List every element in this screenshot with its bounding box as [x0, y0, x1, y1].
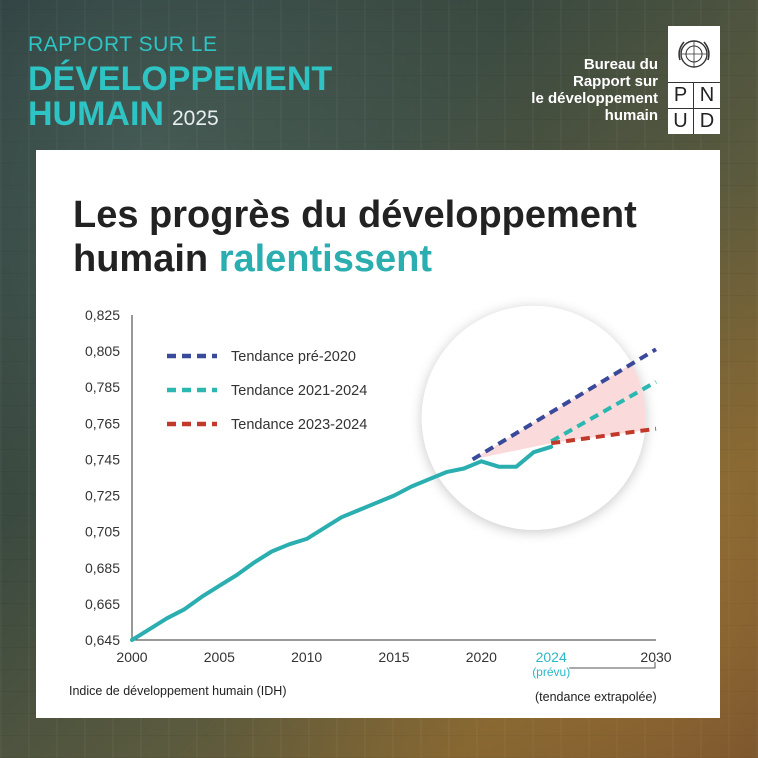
legend-2023-2024-label: Tendance 2023-2024: [231, 417, 367, 433]
y-tick-label: 0,705: [85, 524, 120, 540]
chart-card: Les progrès du développement humain rale…: [36, 150, 720, 718]
legend-pre-2020-label: Tendance pré-2020: [231, 349, 356, 365]
y-tick-label: 0,785: [85, 379, 120, 395]
hdi-series-line: [130, 444, 554, 642]
trend-2023-2024-line: [550, 426, 657, 446]
pnud-logo: P N U D: [668, 26, 720, 134]
office-line3: le développement: [531, 90, 658, 107]
report-title-humain: HUMAIN: [28, 95, 164, 133]
un-emblem-icon: [668, 26, 720, 82]
extrapolated-note: (tendance extrapolée): [535, 690, 657, 704]
y-tick-label: 0,645: [85, 632, 120, 648]
hdi-line-chart: 0,825 0,805 0,785 0,765 0,745 0,725 0,705 0,685…: [85, 305, 672, 679]
chart-title-main: Les progrès du développement humain: [73, 194, 637, 280]
forecast-sublabel: (prévu): [532, 665, 570, 679]
report-branding: RAPPORT SUR LE DÉVELOPPEMENT HUMAIN 2025: [28, 34, 332, 137]
divergence-fan: [472, 349, 646, 460]
chart-title-highlight: ralentissent: [218, 238, 432, 280]
trend-2021-2024-line: [550, 380, 657, 444]
legend-2021-2024-label: Tendance 2021-2024: [231, 383, 367, 399]
office-line4: humain: [604, 107, 658, 124]
logo-letter-u: U: [668, 108, 694, 134]
y-tick-label: 0,825: [85, 307, 120, 323]
trend-pre-2020-line: [471, 347, 658, 462]
report-year: 2025: [171, 107, 219, 130]
report-title-line2: DÉVELOPPEMENT: [28, 60, 333, 98]
y-tick-label: 0,745: [85, 451, 120, 467]
x-tick-label: 2010: [291, 649, 322, 665]
logo-letter-p: P: [668, 82, 694, 108]
x-tick-label: 2024: [536, 649, 567, 665]
y-tick-label: 0,725: [85, 488, 120, 504]
chart-footnote: Indice de développement humain (IDH): [69, 684, 287, 698]
office-name: Bureau du Rapport sur le développement h…: [468, 56, 658, 124]
y-tick-label: 0,765: [85, 415, 120, 431]
y-tick-label: 0,805: [85, 343, 120, 359]
office-line2: Rapport sur: [572, 73, 658, 90]
logo-letter-d: D: [694, 108, 720, 134]
office-line1: Bureau du: [583, 56, 658, 73]
y-tick-label: 0,685: [85, 560, 120, 576]
report-title-line3: HUMAIN 2025: [28, 96, 332, 137]
x-tick-label: 2005: [204, 649, 235, 665]
report-title-line1: RAPPORT SUR LE: [28, 33, 218, 56]
x-tick-label: 2000: [116, 649, 147, 665]
chart-title: Les progrès du développement humain rale…: [73, 193, 713, 281]
forecast-bracket: [569, 662, 656, 669]
logo-letter-n: N: [694, 82, 720, 108]
x-tick-label: 2030: [640, 649, 671, 665]
magnifier-lens: [421, 305, 646, 530]
x-tick-label: 2015: [378, 649, 409, 665]
y-tick-label: 0,665: [85, 596, 120, 612]
x-tick-label: 2020: [466, 649, 497, 665]
